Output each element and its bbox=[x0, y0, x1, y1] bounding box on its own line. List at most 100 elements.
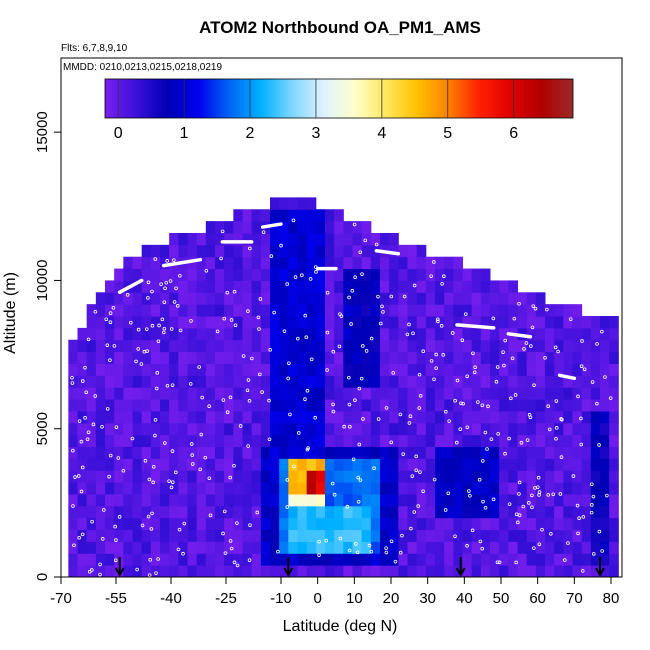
heatmap-cell bbox=[86, 351, 97, 364]
sample-point bbox=[303, 397, 307, 402]
heatmap-cell bbox=[288, 363, 298, 376]
heatmap-cell bbox=[380, 363, 390, 376]
heatmap-cell bbox=[480, 434, 491, 448]
heatmap-cell bbox=[535, 482, 546, 495]
heatmap-cell bbox=[572, 446, 583, 459]
heatmap-cell bbox=[132, 327, 143, 341]
heatmap-cell bbox=[554, 470, 564, 483]
heatmap-cell bbox=[380, 268, 390, 281]
heatmap-cell bbox=[205, 434, 216, 448]
heatmap-cell bbox=[141, 399, 152, 412]
heatmap-cell bbox=[315, 517, 326, 531]
sample-point bbox=[455, 378, 460, 383]
heatmap-cell bbox=[160, 565, 170, 577]
sample-point bbox=[276, 549, 280, 554]
heatmap-cell bbox=[462, 387, 473, 400]
heatmap-cell bbox=[499, 304, 509, 317]
sample-point bbox=[338, 536, 343, 541]
sample-point bbox=[151, 464, 156, 469]
heatmap-cell bbox=[480, 529, 491, 542]
flight-track bbox=[550, 293, 577, 300]
heatmap-cell bbox=[526, 387, 537, 400]
sample-point bbox=[477, 477, 482, 482]
heatmap-cell bbox=[270, 244, 280, 258]
heatmap-cell bbox=[471, 339, 482, 353]
heatmap-cell bbox=[251, 458, 262, 471]
heatmap-cell bbox=[288, 434, 298, 448]
heatmap-cell bbox=[425, 446, 436, 459]
heatmap-cell bbox=[389, 529, 399, 542]
sample-point bbox=[597, 443, 601, 447]
heatmap-cell bbox=[361, 410, 372, 424]
sample-point bbox=[486, 404, 490, 409]
heatmap-cell bbox=[325, 565, 335, 577]
sample-point bbox=[91, 422, 96, 427]
heatmap-cell bbox=[260, 446, 271, 459]
heatmap-cell bbox=[270, 375, 280, 388]
heatmap-cell bbox=[270, 209, 280, 222]
heatmap-cell bbox=[306, 470, 317, 483]
heatmap-cell bbox=[215, 363, 225, 376]
heatmap-cell bbox=[398, 268, 408, 281]
heatmap-cell bbox=[178, 493, 188, 507]
heatmap-cell bbox=[407, 434, 418, 448]
sample-point bbox=[332, 492, 337, 497]
heatmap-cell bbox=[352, 553, 363, 566]
heatmap-cell bbox=[370, 268, 381, 281]
heatmap-cell bbox=[169, 541, 179, 554]
heatmap-cell bbox=[609, 387, 619, 400]
heatmap-cell bbox=[398, 434, 408, 448]
heatmap-cell bbox=[242, 517, 253, 531]
heatmap-cell bbox=[581, 351, 592, 364]
heatmap-cell bbox=[306, 446, 317, 459]
heatmap-cell bbox=[545, 339, 555, 353]
heatmap-cell bbox=[499, 553, 509, 566]
heatmap-cell bbox=[279, 410, 289, 424]
heatmap-cell bbox=[600, 363, 610, 376]
sample-point bbox=[317, 539, 321, 544]
sample-point bbox=[400, 533, 404, 538]
heatmap-cell bbox=[343, 493, 353, 507]
flight-track bbox=[374, 249, 401, 256]
heatmap-cell bbox=[416, 493, 427, 507]
sample-point bbox=[376, 417, 381, 421]
heatmap-cell bbox=[490, 351, 500, 364]
heatmap-cell bbox=[150, 446, 161, 459]
heatmap-cell bbox=[499, 541, 509, 554]
heatmap-cell bbox=[260, 541, 271, 554]
heatmap-cell bbox=[150, 541, 161, 554]
sample-point bbox=[232, 463, 236, 468]
heatmap-cell bbox=[490, 304, 500, 317]
colorbar-tick-label: 6 bbox=[509, 125, 518, 142]
heatmap-cell bbox=[444, 387, 454, 400]
heatmap-cell bbox=[572, 422, 583, 436]
sample-point bbox=[221, 398, 226, 402]
heatmap-cell bbox=[462, 553, 473, 566]
heatmap-cell bbox=[150, 292, 161, 305]
sample-point bbox=[83, 365, 87, 370]
heatmap-cell bbox=[361, 434, 372, 448]
heatmap-cell bbox=[123, 410, 133, 424]
heatmap-cell bbox=[600, 375, 610, 388]
heatmap-cell bbox=[224, 244, 234, 258]
sample-point bbox=[220, 229, 225, 234]
heatmap-cell bbox=[306, 197, 317, 210]
heatmap-cell bbox=[370, 304, 381, 317]
heatmap-cell bbox=[187, 458, 198, 471]
heatmap-cell bbox=[160, 244, 170, 258]
heatmap-cell bbox=[499, 316, 509, 329]
heatmap-cell bbox=[508, 280, 518, 293]
heatmap-cell bbox=[499, 517, 509, 531]
heatmap-cell bbox=[224, 434, 234, 448]
heatmap-cell bbox=[334, 221, 344, 234]
heatmap-cell bbox=[526, 422, 537, 436]
heatmap-cell bbox=[490, 387, 500, 400]
heatmap-cell bbox=[453, 339, 463, 353]
heatmap-cell bbox=[407, 351, 418, 364]
heatmap-cell bbox=[480, 565, 491, 577]
heatmap-cell bbox=[150, 387, 161, 400]
heatmap-cell bbox=[581, 470, 592, 483]
sample-point bbox=[267, 437, 272, 442]
heatmap-cell bbox=[425, 399, 436, 412]
heatmap-cell bbox=[77, 410, 88, 424]
